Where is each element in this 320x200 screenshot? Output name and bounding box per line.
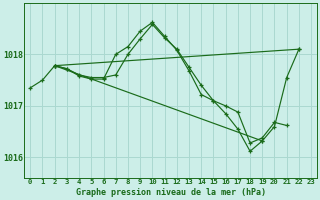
X-axis label: Graphe pression niveau de la mer (hPa): Graphe pression niveau de la mer (hPa) — [76, 188, 266, 197]
